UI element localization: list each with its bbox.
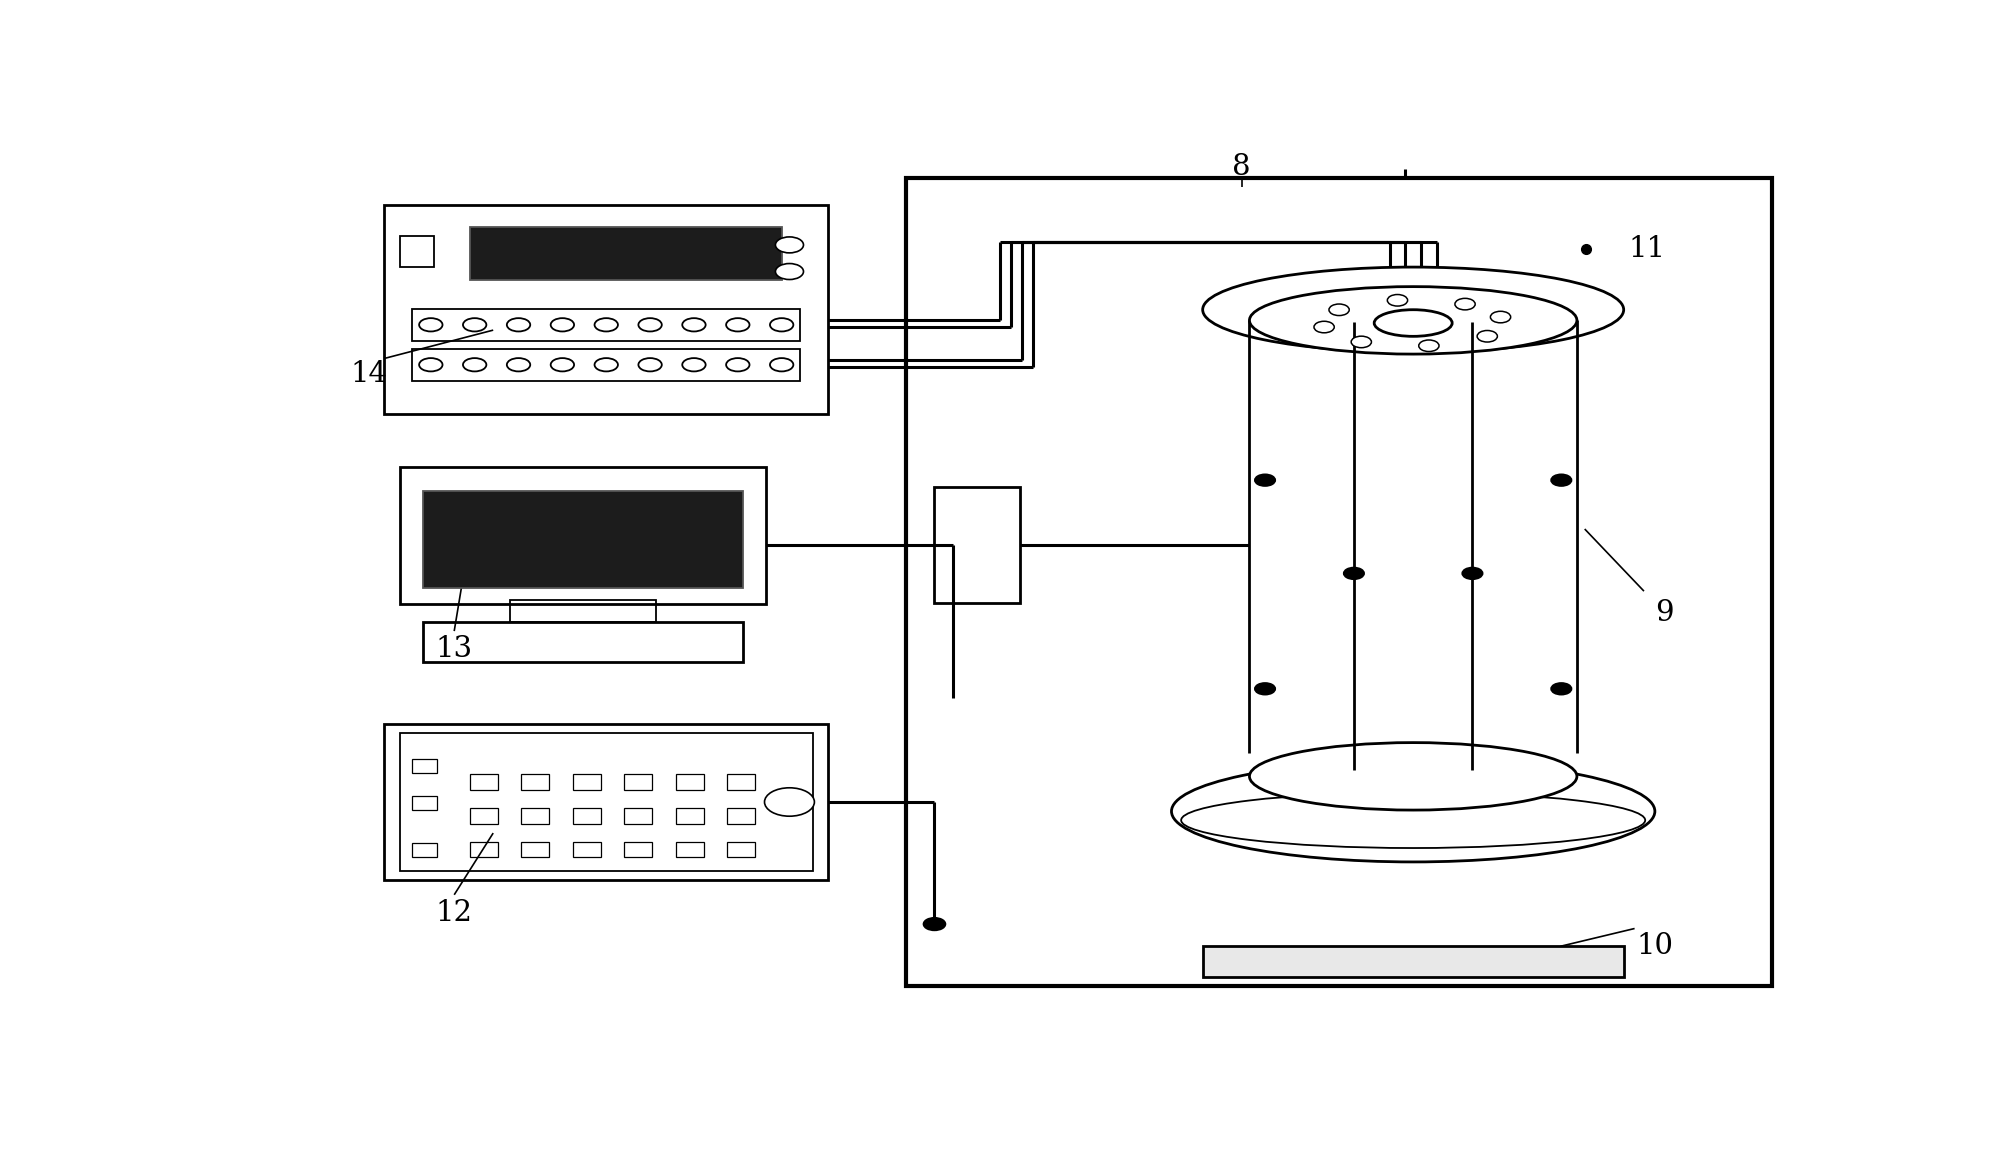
Bar	[676, 808, 704, 823]
Circle shape	[638, 359, 662, 371]
Circle shape	[507, 359, 531, 371]
Circle shape	[507, 318, 531, 331]
Bar	[412, 843, 437, 858]
Circle shape	[924, 918, 946, 930]
Bar	[726, 842, 754, 858]
Bar	[384, 724, 829, 880]
Circle shape	[1388, 294, 1408, 306]
Text: 8: 8	[1231, 152, 1251, 181]
Circle shape	[594, 318, 618, 331]
Circle shape	[775, 236, 803, 253]
Bar	[400, 467, 767, 604]
Ellipse shape	[1171, 761, 1654, 862]
Bar	[423, 623, 742, 662]
Circle shape	[463, 359, 487, 371]
Bar	[469, 774, 497, 790]
Bar	[469, 227, 781, 280]
Bar	[573, 774, 602, 790]
Bar	[412, 348, 801, 380]
Text: 13: 13	[437, 635, 473, 663]
Text: 12: 12	[437, 898, 473, 927]
Bar	[676, 842, 704, 858]
Bar	[1203, 947, 1624, 978]
Bar	[400, 236, 435, 267]
Circle shape	[1491, 311, 1511, 323]
Circle shape	[1463, 567, 1483, 579]
Circle shape	[765, 787, 815, 816]
Ellipse shape	[1203, 267, 1624, 353]
Bar	[573, 808, 602, 823]
Circle shape	[551, 318, 573, 331]
Circle shape	[771, 359, 793, 371]
Bar	[469, 808, 497, 823]
Text: 11: 11	[1628, 235, 1666, 263]
Bar	[412, 797, 437, 811]
Circle shape	[418, 318, 443, 331]
Ellipse shape	[1249, 743, 1577, 811]
Bar	[624, 842, 652, 858]
Circle shape	[463, 318, 487, 331]
Circle shape	[682, 318, 706, 331]
Circle shape	[1418, 340, 1439, 352]
Circle shape	[418, 359, 443, 371]
Bar	[400, 733, 813, 871]
Circle shape	[726, 359, 750, 371]
Ellipse shape	[1181, 792, 1646, 847]
Circle shape	[771, 318, 793, 331]
Bar	[412, 759, 437, 774]
Circle shape	[1344, 567, 1364, 579]
Text: 14: 14	[350, 360, 386, 387]
Bar	[469, 842, 497, 858]
Ellipse shape	[1249, 287, 1577, 354]
Bar	[521, 808, 549, 823]
Text: 9: 9	[1656, 600, 1674, 627]
Ellipse shape	[1374, 310, 1453, 337]
Circle shape	[594, 359, 618, 371]
Bar	[905, 179, 1773, 986]
Bar	[521, 842, 549, 858]
Circle shape	[638, 318, 662, 331]
Circle shape	[726, 318, 750, 331]
Circle shape	[775, 264, 803, 279]
Bar	[412, 309, 801, 341]
Bar	[624, 774, 652, 790]
Bar	[521, 774, 549, 790]
Bar	[726, 774, 754, 790]
Bar	[509, 600, 656, 623]
Circle shape	[1255, 474, 1276, 485]
Circle shape	[682, 359, 706, 371]
Circle shape	[1255, 683, 1276, 694]
Circle shape	[1455, 299, 1475, 310]
Circle shape	[551, 359, 573, 371]
Circle shape	[1314, 322, 1334, 333]
Bar	[676, 774, 704, 790]
Circle shape	[1330, 304, 1350, 316]
Bar	[934, 488, 1020, 603]
Bar	[423, 491, 742, 588]
Circle shape	[1352, 337, 1372, 348]
Text: 10: 10	[1636, 933, 1674, 960]
Circle shape	[1477, 331, 1497, 342]
Circle shape	[1551, 683, 1571, 694]
Bar	[384, 205, 829, 414]
Bar	[624, 808, 652, 823]
Bar	[573, 842, 602, 858]
Circle shape	[1551, 474, 1571, 485]
Bar	[726, 808, 754, 823]
